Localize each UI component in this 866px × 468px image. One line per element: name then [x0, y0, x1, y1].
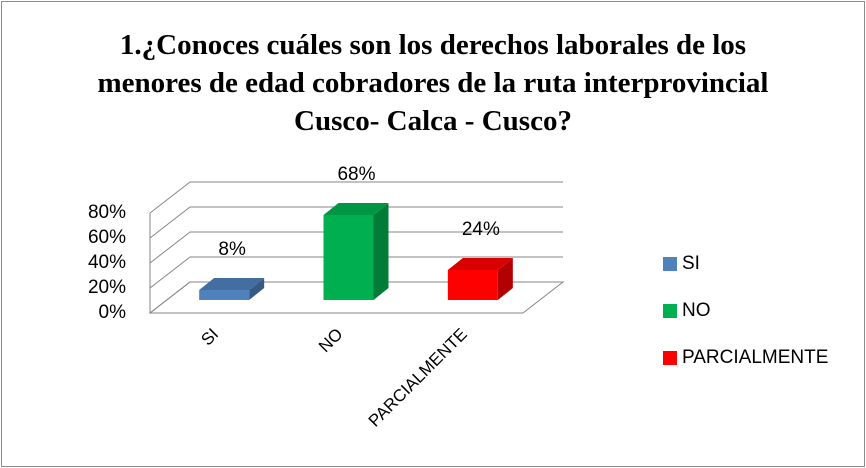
bar-face — [249, 278, 265, 300]
grid-line — [149, 231, 563, 264]
y-tick-label: 60% — [88, 227, 126, 248]
bar-face — [447, 258, 513, 270]
bar — [447, 258, 513, 300]
legend-swatch — [663, 351, 677, 365]
legend-label: PARCIALMENTE — [682, 347, 828, 368]
data-label: 68% — [337, 164, 375, 185]
y-tick-label: 80% — [88, 202, 126, 223]
bar — [323, 203, 389, 300]
bar-face — [199, 290, 250, 300]
legend-swatch — [663, 304, 677, 318]
x-tick-label: NO — [315, 325, 346, 356]
data-label: 8% — [218, 239, 246, 260]
legend-swatch — [663, 257, 677, 271]
legend-label: NO — [682, 300, 711, 321]
bar-face — [199, 278, 265, 290]
bar-face — [323, 203, 389, 215]
bar — [199, 278, 265, 300]
chart-title: 1.¿Conoces cuáles son los derechos labor… — [97, 29, 769, 137]
x-tick-label: SI — [197, 325, 222, 350]
y-tick-label: 40% — [88, 252, 126, 273]
grid-line — [149, 256, 563, 289]
grid-line — [149, 206, 563, 239]
y-tick-label: 20% — [88, 277, 126, 298]
bar-face — [497, 258, 513, 300]
bar-face — [447, 270, 498, 300]
bar-face — [323, 215, 374, 300]
grid-line — [149, 181, 563, 214]
bar-face — [373, 203, 389, 300]
data-label: 24% — [462, 219, 500, 240]
legend-label: SI — [682, 253, 700, 274]
x-tick-label: PARCIALMENTE — [365, 325, 471, 431]
y-tick-label: 0% — [99, 302, 127, 323]
grid-line — [149, 281, 563, 314]
